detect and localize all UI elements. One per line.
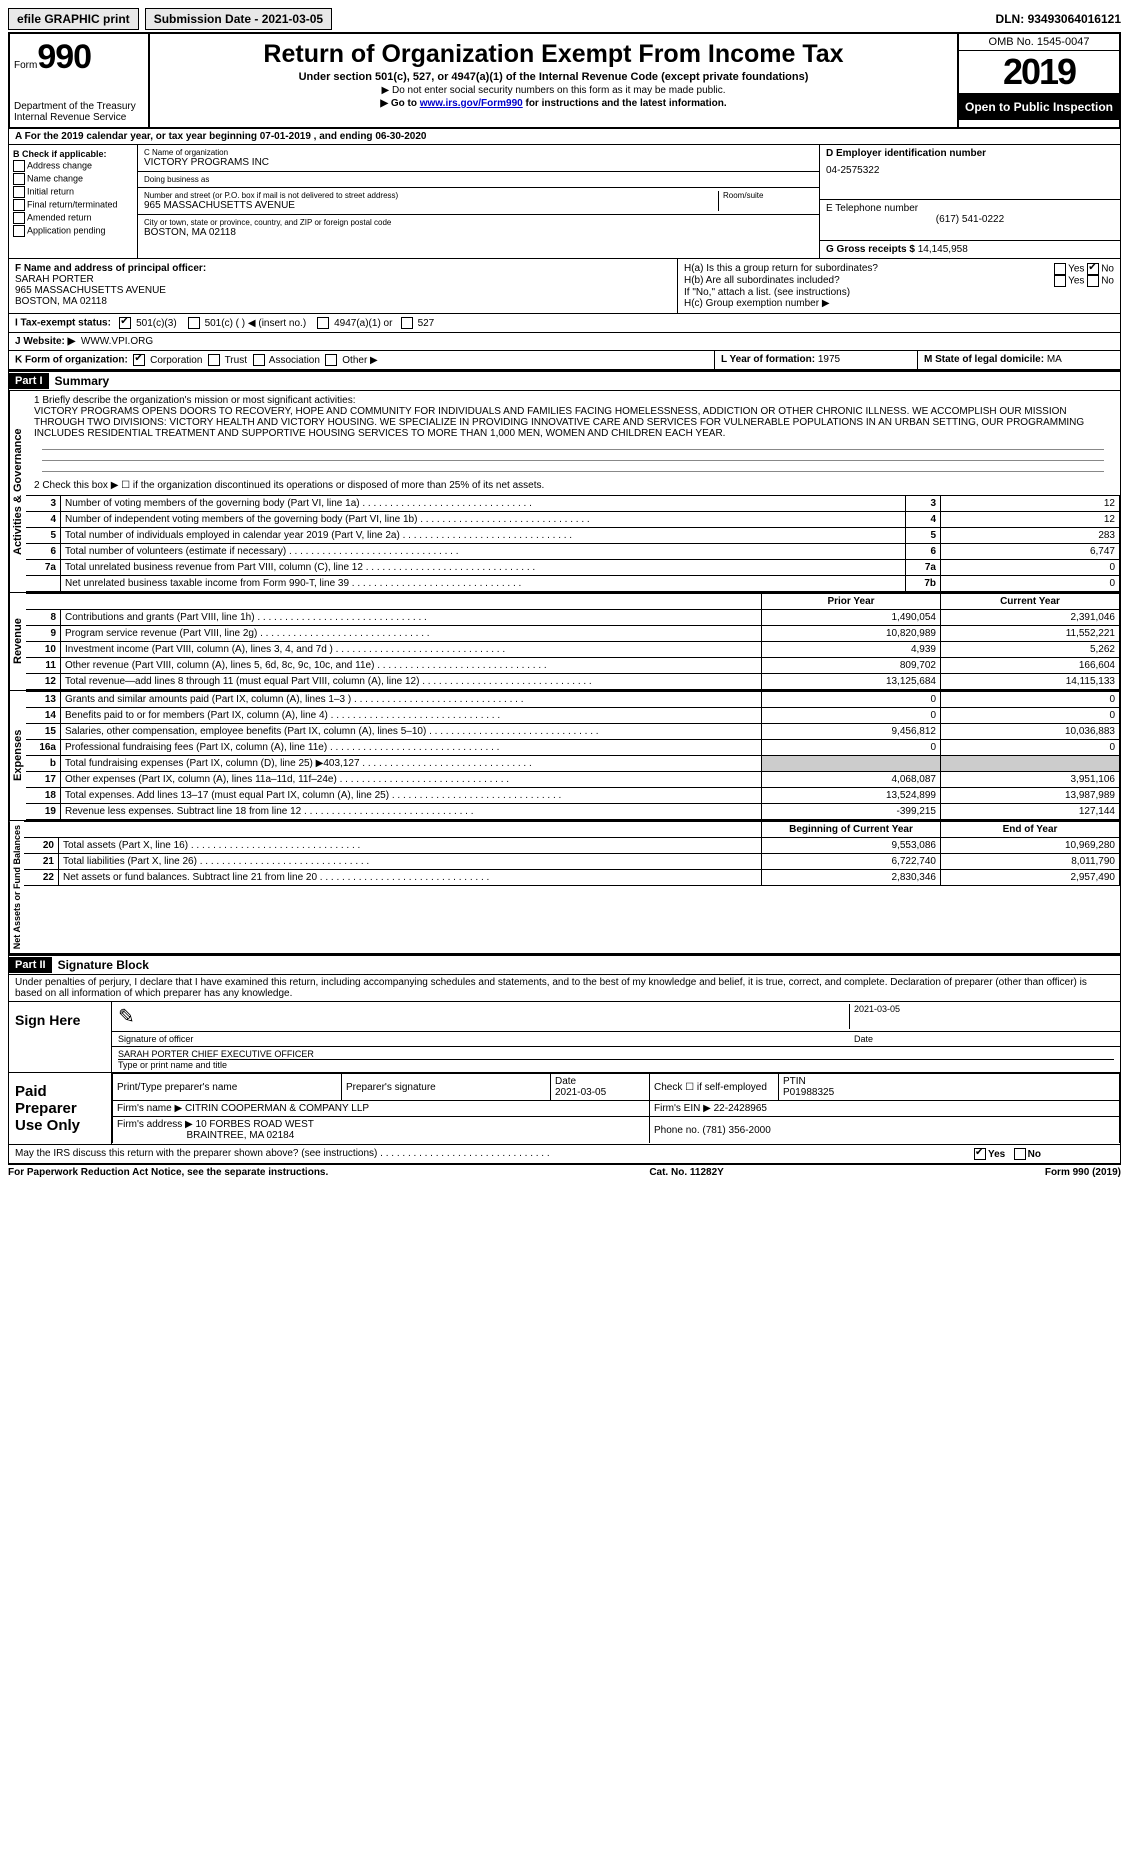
dept-treasury: Department of the Treasury [14, 101, 144, 112]
table-row: 13Grants and similar amounts paid (Part … [26, 692, 1120, 708]
chk-527[interactable]: 527 [401, 318, 434, 329]
table-row: Net unrelated business taxable income fr… [26, 576, 1120, 592]
row-a-tax-year: A For the 2019 calendar year, or tax yea… [8, 129, 1121, 145]
table-row: 19Revenue less expenses. Subtract line 1… [26, 804, 1120, 820]
form-title: Return of Organization Exempt From Incom… [158, 40, 949, 69]
table-row: 6Total number of volunteers (estimate if… [26, 544, 1120, 560]
table-row: 10Investment income (Part VIII, column (… [26, 642, 1120, 658]
box-b: B Check if applicable: Address change Na… [9, 145, 138, 258]
submission-date: Submission Date - 2021-03-05 [145, 8, 332, 30]
irs-link[interactable]: www.irs.gov/Form990 [420, 98, 523, 109]
chk-501c3[interactable]: 501(c)(3) [119, 318, 176, 329]
box-c-city: City or town, state or province, country… [138, 215, 819, 241]
hb-no[interactable]: No [1087, 275, 1114, 287]
form-number: 990 [37, 38, 91, 76]
hb-yes[interactable]: Yes [1054, 275, 1084, 287]
chk-4947[interactable]: 4947(a)(1) or [317, 318, 392, 329]
org-info-grid: B Check if applicable: Address change Na… [8, 145, 1121, 259]
netassets-section: Net Assets or Fund Balances Beginning of… [8, 821, 1121, 954]
officer-group-row: F Name and address of principal officer:… [8, 259, 1121, 314]
chk-initial-return[interactable]: Initial return [13, 186, 133, 198]
table-row: 20Total assets (Part X, line 16)9,553,08… [24, 838, 1120, 854]
box-f: F Name and address of principal officer:… [9, 259, 678, 313]
revenue-section: Revenue Prior YearCurrent Year 8Contribu… [8, 593, 1121, 691]
netassets-table: Beginning of Current YearEnd of Year 20T… [24, 821, 1120, 886]
dln: DLN: 93493064016121 [996, 12, 1121, 26]
box-g: G Gross receipts $ 14,145,958 [820, 241, 1120, 258]
activities-section: Activities & Governance 1 Briefly descri… [8, 391, 1121, 593]
part1-bar: Part I Summary [8, 370, 1121, 391]
expenses-section: Expenses 13Grants and similar amounts pa… [8, 691, 1121, 821]
table-row: 15Salaries, other compensation, employee… [26, 724, 1120, 740]
sign-here-block: Sign Here ✎ 2021-03-05 Signature of offi… [8, 1002, 1121, 1073]
open-to-public: Open to Public Inspection [959, 94, 1119, 120]
chk-trust[interactable]: Trust [208, 355, 247, 366]
chk-other[interactable]: Other ▶ [325, 355, 377, 366]
discuss-yes[interactable]: Yes [974, 1149, 1005, 1160]
part2-bar: Part II Signature Block [8, 954, 1121, 975]
box-d: D Employer identification number 04-2575… [820, 145, 1120, 200]
table-row: 9Program service revenue (Part VIII, lin… [26, 626, 1120, 642]
table-row: 14Benefits paid to or for members (Part … [26, 708, 1120, 724]
omb-number: OMB No. 1545-0047 [959, 34, 1119, 51]
chk-501c[interactable]: 501(c) ( ) ◀ (insert no.) [188, 318, 306, 329]
chk-final-return[interactable]: Final return/terminated [13, 199, 133, 211]
table-row: 7aTotal unrelated business revenue from … [26, 560, 1120, 576]
netassets-label: Net Assets or Fund Balances [9, 821, 24, 953]
chk-self-employed[interactable]: Check ☐ if self-employed [650, 1074, 779, 1101]
sign-here-label: Sign Here [9, 1002, 111, 1072]
irs-label: Internal Revenue Service [14, 112, 144, 123]
paid-preparer-block: Paid Preparer Use Only Print/Type prepar… [8, 1073, 1121, 1145]
chk-assoc[interactable]: Association [253, 355, 320, 366]
box-c-street: Number and street (or P.O. box if mail i… [138, 188, 819, 215]
box-c-dba: Doing business as [138, 172, 819, 188]
table-row: 16aProfessional fundraising fees (Part I… [26, 740, 1120, 756]
row-klm: K Form of organization: Corporation Trus… [8, 351, 1121, 370]
page-footer: For Paperwork Reduction Act Notice, see … [8, 1164, 1121, 1180]
row-i: I Tax-exempt status: 501(c)(3) 501(c) ( … [8, 314, 1121, 333]
revenue-table: Prior YearCurrent Year 8Contributions an… [26, 593, 1120, 690]
gov-table: 3Number of voting members of the governi… [26, 495, 1120, 592]
table-row: 18Total expenses. Add lines 13–17 (must … [26, 788, 1120, 804]
chk-application-pending[interactable]: Application pending [13, 225, 133, 237]
perjury-text: Under penalties of perjury, I declare th… [8, 975, 1121, 1002]
box-h: H(a) Is this a group return for subordin… [678, 259, 1120, 313]
table-row: 17Other expenses (Part IX, column (A), l… [26, 772, 1120, 788]
ssn-note: ▶ Do not enter social security numbers o… [158, 85, 949, 96]
table-row: 5Total number of individuals employed in… [26, 528, 1120, 544]
table-row: 11Other revenue (Part VIII, column (A), … [26, 658, 1120, 674]
ha-yes[interactable]: Yes [1054, 263, 1084, 275]
revenue-label: Revenue [9, 593, 26, 690]
table-row: 12Total revenue—add lines 8 through 11 (… [26, 674, 1120, 690]
box-c-name: C Name of organization VICTORY PROGRAMS … [138, 145, 819, 172]
form-subtitle: Under section 501(c), 527, or 4947(a)(1)… [158, 71, 949, 83]
ha-no[interactable]: No [1087, 263, 1114, 275]
row-j: J Website: ▶ WWW.VPI.ORG [8, 333, 1121, 351]
table-row: 4Number of independent voting members of… [26, 512, 1120, 528]
goto-note: ▶ Go to www.irs.gov/Form990 for instruct… [158, 98, 949, 109]
table-row: 3Number of voting members of the governi… [26, 496, 1120, 512]
table-row: 21Total liabilities (Part X, line 26)6,7… [24, 854, 1120, 870]
expenses-table: 13Grants and similar amounts paid (Part … [26, 691, 1120, 820]
efile-print-button[interactable]: efile GRAPHIC print [8, 8, 139, 30]
top-bar: efile GRAPHIC print Submission Date - 20… [8, 8, 1121, 30]
line-2: 2 Check this box ▶ ☐ if the organization… [26, 476, 1120, 495]
expenses-label: Expenses [9, 691, 26, 820]
discuss-row: May the IRS discuss this return with the… [8, 1145, 1121, 1164]
discuss-no[interactable]: No [1014, 1149, 1041, 1160]
form-header: Form990 Department of the Treasury Inter… [8, 32, 1121, 129]
paid-preparer-label: Paid Preparer Use Only [9, 1073, 111, 1144]
box-e: E Telephone number (617) 541-0222 [820, 200, 1120, 241]
table-row: 22Net assets or fund balances. Subtract … [24, 870, 1120, 886]
chk-name-change[interactable]: Name change [13, 173, 133, 185]
table-row: bTotal fundraising expenses (Part IX, co… [26, 756, 1120, 772]
activities-label: Activities & Governance [9, 391, 26, 592]
tax-year: 2019 [959, 51, 1119, 94]
table-row: 8Contributions and grants (Part VIII, li… [26, 610, 1120, 626]
chk-corp[interactable]: Corporation [133, 355, 202, 366]
mission-block: 1 Briefly describe the organization's mi… [26, 391, 1120, 476]
chk-amended-return[interactable]: Amended return [13, 212, 133, 224]
chk-address-change[interactable]: Address change [13, 160, 133, 172]
website-value: WWW.VPI.ORG [81, 336, 153, 347]
